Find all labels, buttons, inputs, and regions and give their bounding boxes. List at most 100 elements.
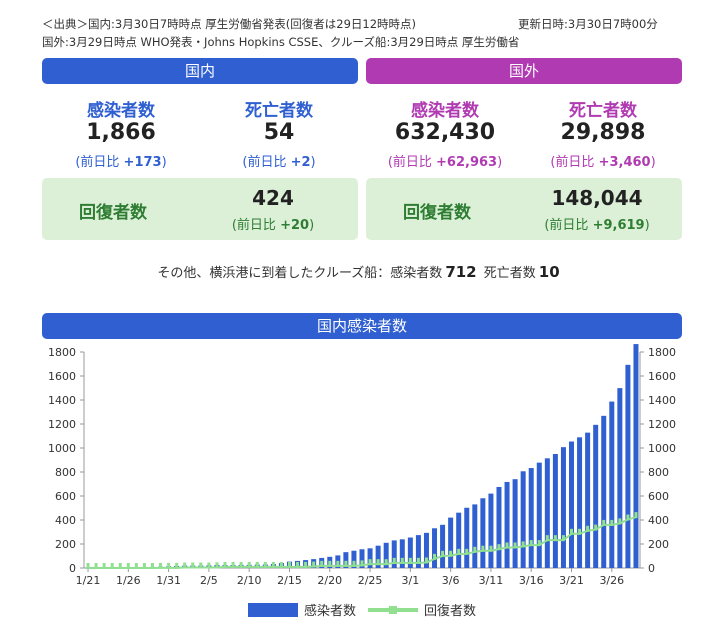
bar-infected (166, 566, 172, 568)
recovered-point (497, 544, 501, 551)
recovered-point (586, 525, 590, 532)
legend-recovered-marker (389, 606, 397, 614)
recovered-point (529, 540, 533, 547)
x-tick-label: 2/10 (237, 574, 262, 587)
bar-infected (504, 481, 510, 568)
y-tick-label-left: 1800 (48, 346, 76, 359)
domestic-recovered-delta: (前日比 +20) (231, 218, 315, 233)
x-tick-label: 2/25 (358, 574, 383, 587)
y-tick-label-left: 400 (55, 514, 76, 527)
domestic-recovered-value: 424 (252, 186, 294, 210)
bar-infected (544, 458, 550, 568)
y-tick-label-left: 600 (55, 490, 76, 503)
bar-infected (383, 542, 389, 568)
legend-recovered-label: 回復者数 (424, 603, 476, 619)
bar-infected (327, 556, 333, 568)
recovered-point (553, 535, 557, 542)
recovered-point (207, 562, 211, 569)
bar-infected (464, 507, 470, 568)
recovered-point (441, 550, 445, 557)
bar-infected (359, 549, 365, 568)
domestic-deaths-label: 死亡者数 (245, 101, 313, 121)
overseas-recovered-label: 回復者数 (403, 203, 471, 223)
bar-infected (391, 540, 397, 568)
x-tick-label: 1/31 (156, 574, 181, 587)
recovered-point (287, 561, 291, 568)
bar-infected (222, 565, 228, 568)
recovered-point (118, 563, 122, 569)
legend-infected-swatch (248, 603, 298, 617)
bar-infected (254, 564, 260, 568)
recovered-point (271, 561, 275, 568)
recovered-point (223, 561, 227, 568)
bar-infected (415, 535, 421, 568)
bar-infected (601, 415, 607, 568)
x-tick-label: 1/21 (76, 574, 101, 587)
bar-infected (85, 567, 91, 569)
overseas-infected-label: 感染者数 (411, 101, 479, 121)
overseas-recovered-delta: (前日比 +9,619) (544, 218, 650, 233)
bar-infected (609, 401, 615, 568)
bar-infected (158, 566, 164, 568)
recovered-point (352, 560, 356, 567)
recovered-point (142, 563, 146, 569)
recovered-point (400, 557, 404, 564)
cruise-deaths-label: 死亡者数 (483, 266, 536, 281)
bar-infected (448, 517, 454, 568)
domestic-header: 国内 (42, 58, 358, 84)
overseas-infected-value: 632,430 (394, 120, 496, 145)
bar-infected (141, 567, 147, 568)
bar-infected (496, 487, 502, 568)
recovered-point (433, 553, 437, 560)
bar-infected (295, 560, 301, 568)
legend-infected-label: 感染者数 (304, 603, 356, 619)
y-tick-label-left: 1600 (48, 370, 76, 383)
x-tick-label: 3/26 (599, 574, 624, 587)
bar-infected (585, 432, 591, 568)
recovered-point (304, 561, 308, 568)
bar-infected (593, 424, 599, 568)
recovered-point (150, 563, 154, 569)
bar-infected (625, 364, 631, 568)
bar-infected (214, 565, 220, 568)
recovered-point (473, 546, 477, 553)
recovered-point (537, 540, 541, 547)
chart-title: 国内感染者数 (42, 313, 682, 339)
chart-legend: 感染者数 回復者数 (248, 603, 476, 619)
x-tick-label: 2/15 (277, 574, 302, 587)
recovered-point (312, 561, 316, 568)
bar-infected (230, 565, 236, 568)
y-tick-label-left: 1200 (48, 418, 76, 431)
bar-infected (633, 344, 639, 568)
y-tick-label-right: 0 (648, 562, 655, 575)
recovered-point (263, 561, 267, 568)
recovered-point (481, 545, 485, 552)
overseas-deaths-delta: (前日比 +3,460) (550, 155, 656, 170)
bar-infected (520, 471, 526, 568)
bar-infected (569, 441, 575, 568)
bar-infected (552, 454, 558, 568)
recovered-point (465, 548, 469, 555)
bar-infected (367, 548, 373, 568)
bar-infected (238, 564, 244, 568)
bar-infected (407, 537, 413, 568)
bar-infected (319, 557, 325, 568)
bar-infected (262, 564, 268, 568)
recovered-point (578, 528, 582, 535)
y-tick-label-right: 400 (648, 514, 669, 527)
recovered-point (134, 563, 138, 569)
bar-infected (101, 567, 107, 569)
recovered-point (626, 514, 630, 521)
x-tick-label: 2/20 (317, 574, 342, 587)
y-tick-label-right: 600 (648, 490, 669, 503)
source-line-1: ＜出典＞国内:3月30日7時時点 厚生労働省発表(回復者は29日12時時点) (42, 17, 417, 31)
y-tick-label-right: 1600 (648, 370, 676, 383)
recovered-point (618, 518, 622, 525)
bar-infected (488, 493, 494, 568)
bar-infected (311, 559, 317, 568)
recovered-point (360, 560, 364, 567)
y-tick-label-right: 1400 (648, 394, 676, 407)
overseas-deaths-value: 29,898 (560, 120, 646, 145)
recovered-point (94, 563, 98, 569)
y-tick-label-left: 0 (69, 562, 76, 575)
